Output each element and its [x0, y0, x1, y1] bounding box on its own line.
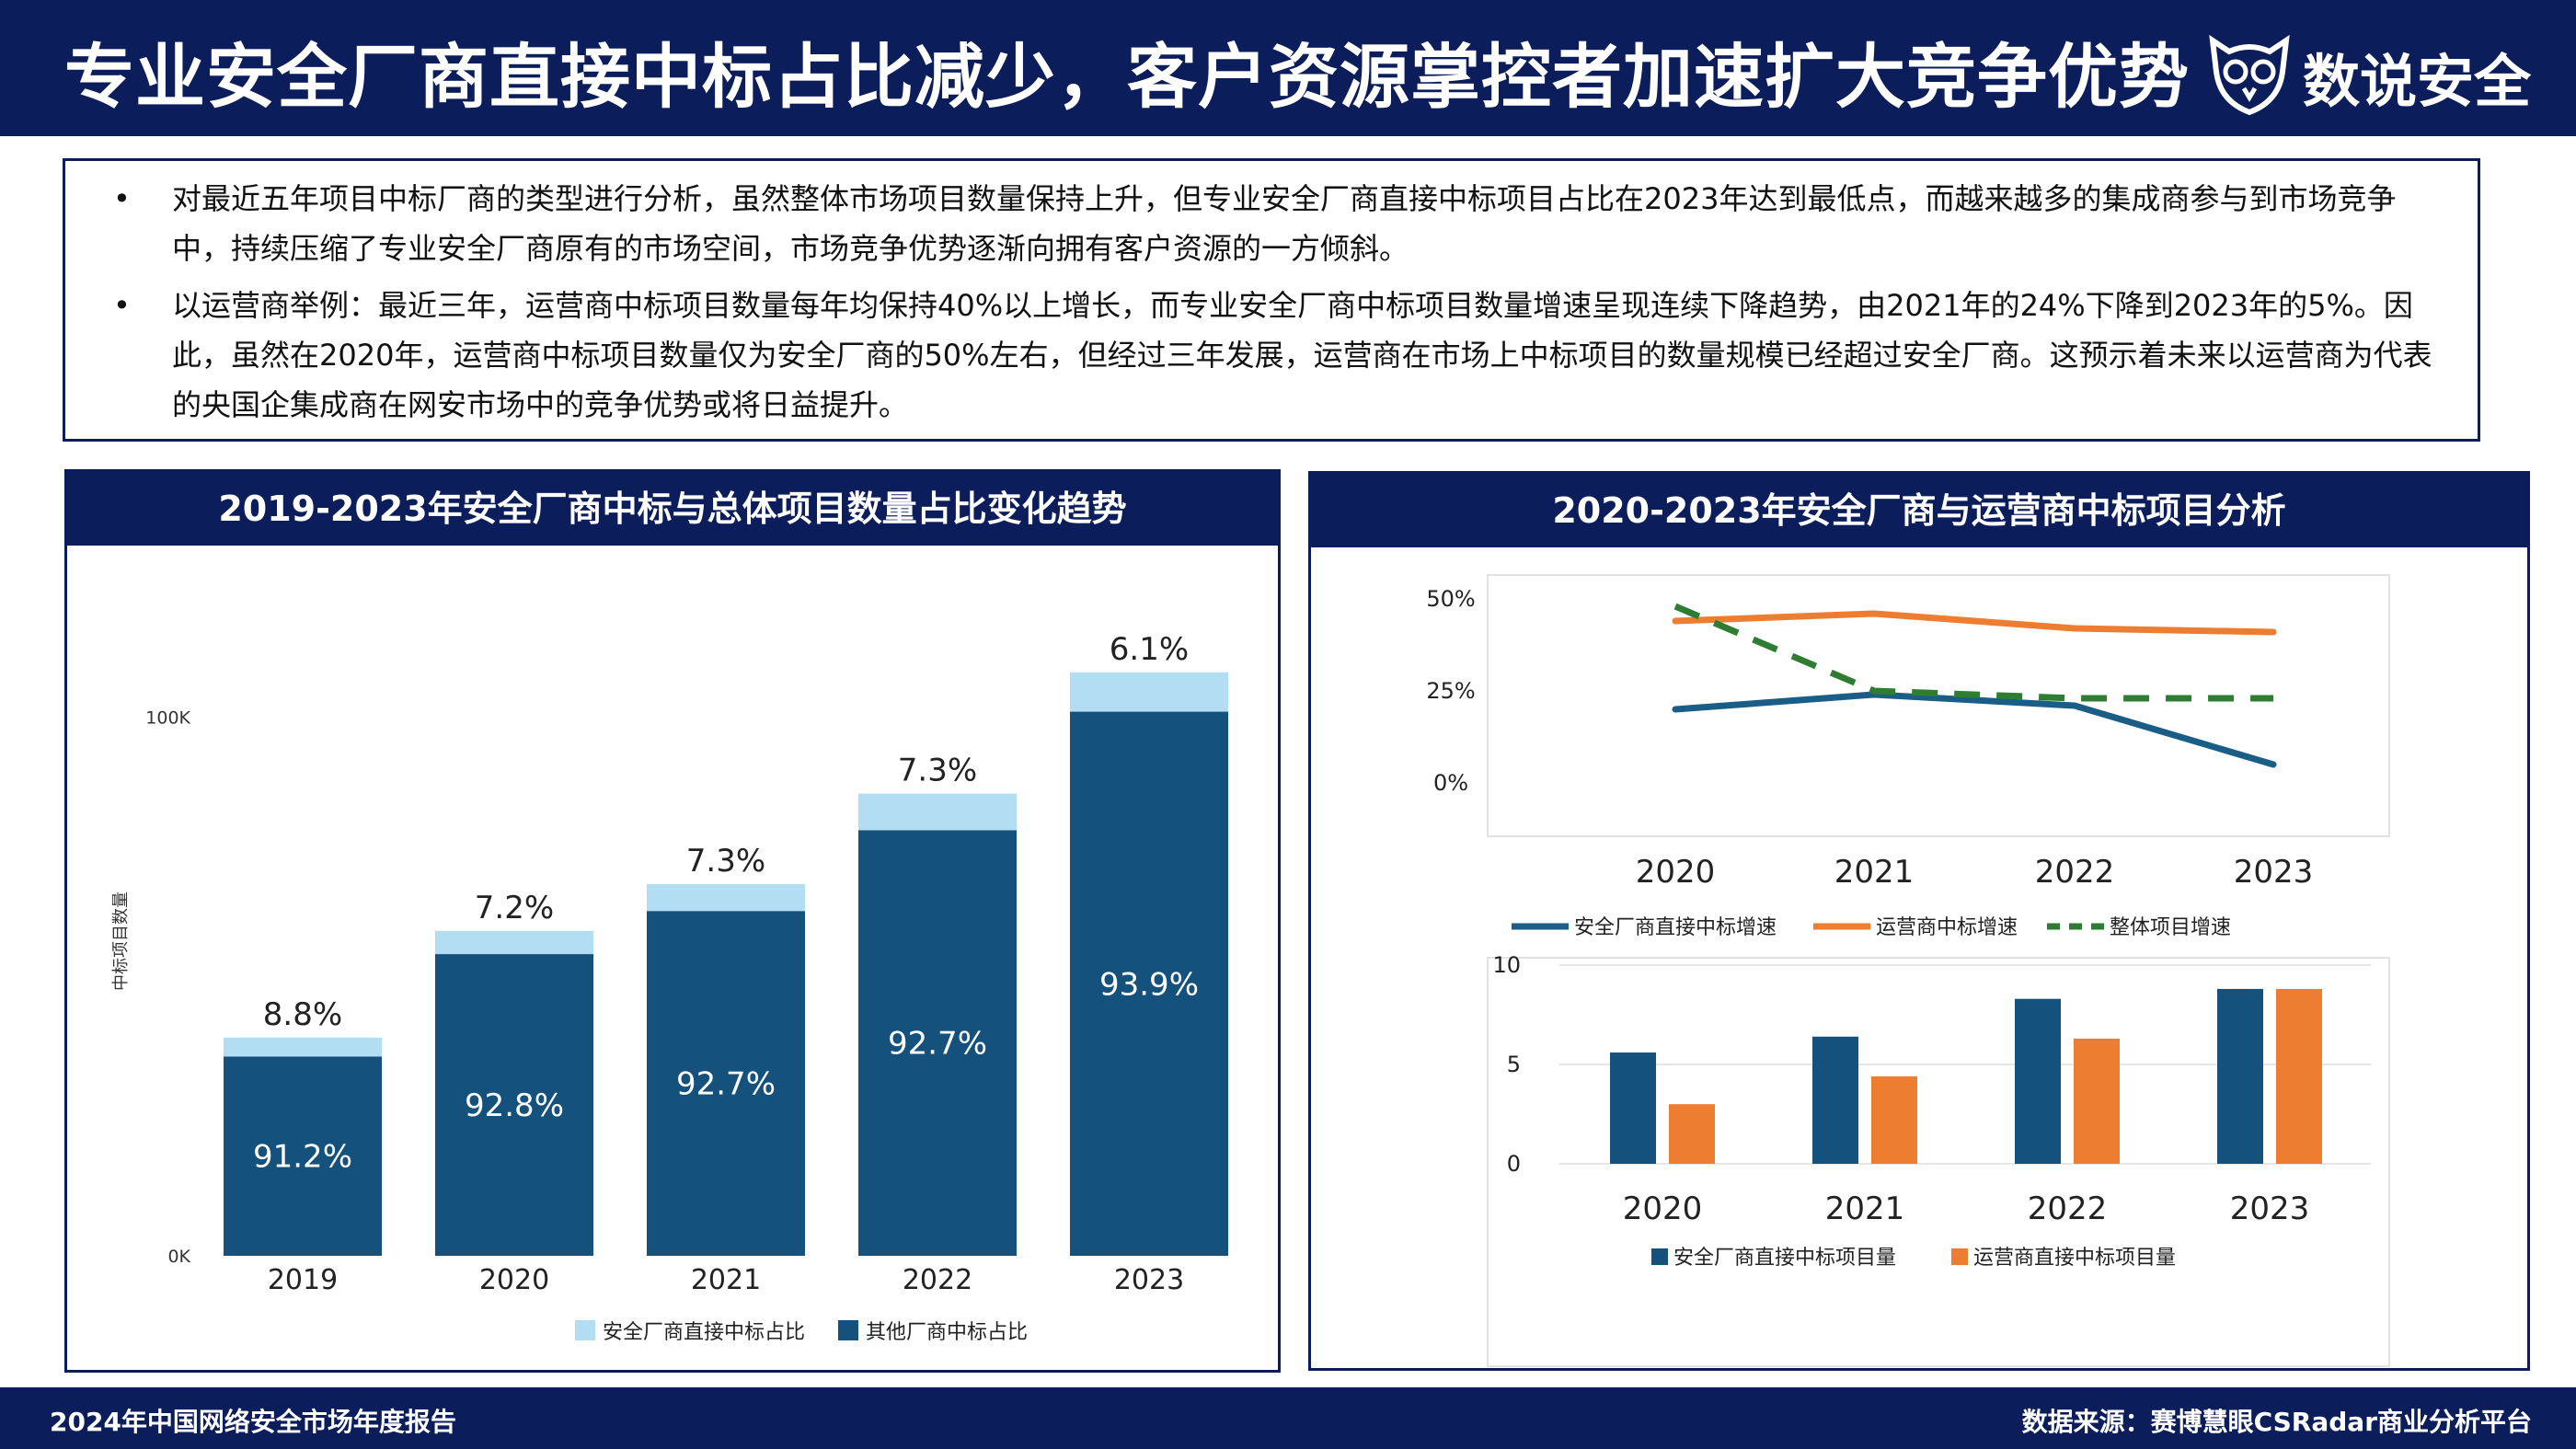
grouped-bar-chart: 0 5 10 2020 2021 2022 2023 安全厂商直接中标项目量 运营商直接中标项目…	[1487, 952, 2390, 1367]
bar-data-label: 7.3%	[686, 843, 765, 880]
legend-swatch	[1651, 1248, 1668, 1265]
legend-swatch	[838, 1320, 858, 1340]
x-tick-label: 2020	[1636, 854, 1716, 891]
legend-label: 运营商中标增速	[1876, 916, 2018, 939]
y-axis-label: 中标项目数量	[111, 891, 131, 991]
left-panel-title: 2019-2023年安全厂商中标与总体项目数量占比变化趋势	[67, 472, 1278, 546]
series-line	[1672, 691, 2277, 768]
brand-logo: 数说安全	[2203, 18, 2562, 120]
grouped-bar	[1812, 1036, 1858, 1164]
x-tick-label: 2022	[2028, 1190, 2108, 1227]
left-chart-panel: 2019-2023年安全厂商中标与总体项目数量占比变化趋势 0K 100K 中标项目…	[64, 469, 1281, 1373]
legend-swatch	[1951, 1248, 1968, 1265]
legend-label: 安全厂商直接中标增速	[1574, 916, 1777, 939]
bullet-dot: •	[113, 181, 131, 216]
x-tick-label: 2021	[691, 1264, 761, 1296]
report-name: 2024年中国网络安全市场年度报告	[50, 1407, 456, 1437]
page-title: 专业安全厂商直接中标占比减少，客户资源掌控者加速扩大竞争优势	[64, 36, 2190, 118]
legend-swatch	[575, 1320, 595, 1340]
plot-area-frame	[1487, 574, 2390, 837]
growth-line-chart: 0% 25% 50% 2020 2021 2022 2023 安全厂商直接中标增速 运营商中标增…	[1426, 574, 2390, 939]
bar-security-share	[858, 793, 1017, 831]
bar-data-label: 7.3%	[898, 753, 977, 789]
summary-bullet: • 以运营商举例：最近三年，运营商中标项目数量每年均保持40%以上增长，而专业安全…	[93, 281, 2441, 430]
legend-label: 安全厂商直接中标项目量	[1673, 1247, 1896, 1270]
grouped-bar	[1669, 1104, 1715, 1164]
bar-data-label: 92.7%	[676, 1066, 776, 1103]
x-tick-label: 2022	[2035, 854, 2115, 891]
grouped-bar	[2015, 998, 2061, 1164]
bar-data-label: 91.2%	[253, 1139, 352, 1176]
bar-data-label: 8.8%	[263, 996, 342, 1033]
bar-other-share	[435, 954, 593, 1256]
x-tick-label: 2023	[2234, 854, 2314, 891]
y-tick-label: 5	[1507, 1052, 1521, 1077]
x-tick-label: 2023	[2230, 1190, 2310, 1227]
bar-security-share	[1070, 672, 1228, 712]
grouped-bar	[1610, 1052, 1656, 1164]
y-tick-label: 0%	[1433, 770, 1468, 796]
summary-bullet: • 对最近五年项目中标厂商的类型进行分析，虽然整体市场项目数量保持上升，但专业安全…	[93, 174, 2441, 273]
bar-data-label: 6.1%	[1110, 631, 1189, 668]
bar-other-share	[1070, 711, 1228, 1256]
x-tick-label: 2020	[1623, 1190, 1703, 1227]
bullet-dot: •	[113, 288, 131, 323]
plot-area-frame	[1487, 957, 2390, 1367]
header-bar: 专业安全厂商直接中标占比减少，客户资源掌控者加速扩大竞争优势 数说安全	[0, 0, 2576, 136]
stacked-bar-chart: 0K 100K 中标项目数量 91.2% 8.8% 2019 92.8% 7.2% 2020 92…	[111, 631, 1228, 1344]
series-line	[1672, 610, 2277, 636]
owl-logo-icon	[2209, 34, 2290, 116]
x-tick-label: 2019	[268, 1264, 338, 1296]
legend-label: 其他厂商中标占比	[866, 1321, 1028, 1344]
series-line	[1673, 603, 2273, 702]
y-tick-label: 25%	[1426, 678, 1475, 704]
x-tick-label: 2020	[479, 1264, 549, 1296]
legend-label: 整体项目增速	[2110, 916, 2231, 939]
bar-security-share	[435, 930, 593, 955]
x-tick-label: 2023	[1114, 1264, 1184, 1296]
bar-data-label: 92.8%	[465, 1087, 564, 1124]
bar-other-share	[858, 830, 1017, 1256]
bar-security-share	[647, 883, 805, 912]
x-tick-label: 2021	[1834, 854, 1915, 891]
logo-text: 数说安全	[2303, 48, 2532, 115]
y-tick-label: 100K	[145, 707, 190, 728]
bar-data-label: 7.2%	[475, 890, 554, 926]
bar-other-share	[224, 1056, 382, 1256]
legend-label: 安全厂商直接中标占比	[603, 1321, 805, 1344]
y-tick-label: 50%	[1426, 586, 1475, 612]
legend-label: 运营商直接中标项目量	[1973, 1247, 2176, 1270]
grouped-bar	[1871, 1075, 1917, 1164]
y-tick-label: 0K	[167, 1247, 190, 1267]
x-tick-label: 2021	[1825, 1190, 1905, 1227]
right-chart-panel: 2020-2023年安全厂商与运营商中标项目分析 0% 25% 50% 2020 202…	[1308, 471, 2530, 1371]
right-panel-title: 2020-2023年安全厂商与运营商中标项目分析	[1311, 474, 2527, 547]
footer-bar: 2024年中国网络安全市场年度报告 数据来源：赛博慧眼CSRadar商业分析平台	[0, 1387, 2576, 1449]
summary-box: • 对最近五年项目中标厂商的类型进行分析，虽然整体市场项目数量保持上升，但专业安全…	[63, 158, 2480, 442]
bar-other-share	[647, 911, 805, 1256]
grouped-bar	[2074, 1038, 2120, 1164]
grouped-bar	[2276, 988, 2322, 1164]
grouped-bar	[2217, 988, 2263, 1164]
x-tick-label: 2022	[903, 1264, 972, 1296]
bar-data-label: 93.9%	[1099, 966, 1199, 1003]
summary-text: 对最近五年项目中标厂商的类型进行分析，虽然整体市场项目数量保持上升，但专业安全厂…	[172, 181, 2397, 266]
y-tick-label: 10	[1492, 952, 1521, 978]
bar-data-label: 92.7%	[888, 1026, 987, 1063]
summary-text: 以运营商举例：最近三年，运营商中标项目数量每年均保持40%以上增长，而专业安全厂…	[172, 288, 2432, 422]
y-tick-label: 0	[1507, 1151, 1521, 1177]
bar-security-share	[224, 1037, 382, 1057]
data-source: 数据来源：赛博慧眼CSRadar商业分析平台	[2021, 1407, 2532, 1437]
